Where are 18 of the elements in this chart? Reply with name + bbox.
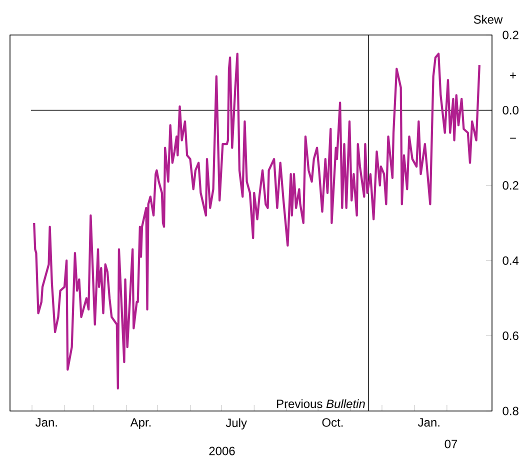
ref-line-label: Previous Bulletin	[277, 399, 365, 408]
x-tick-label: Jan.	[36, 418, 57, 427]
x-tick-label: Apr.	[130, 418, 151, 429]
y-tick-label: 0.0	[502, 106, 518, 114]
text: −	[510, 138, 516, 139]
x-tick-label: Oct.	[322, 418, 343, 427]
y-tick-label: 0.2	[502, 30, 518, 40]
text: 2006	[209, 446, 235, 456]
y-tick-label: 0.2	[502, 181, 518, 190]
y-tick-label: 0.4	[502, 256, 519, 265]
x-tick-label: Jan.	[418, 418, 440, 427]
y-tick-label: 0.6	[502, 331, 518, 340]
x-tick-label: July	[226, 418, 247, 430]
text: +	[510, 72, 516, 78]
y-axis-title: Skew	[474, 14, 503, 24]
y-tick-label: 0.8	[502, 406, 518, 416]
text: 07	[444, 440, 458, 448]
line-series	[33, 52, 480, 390]
